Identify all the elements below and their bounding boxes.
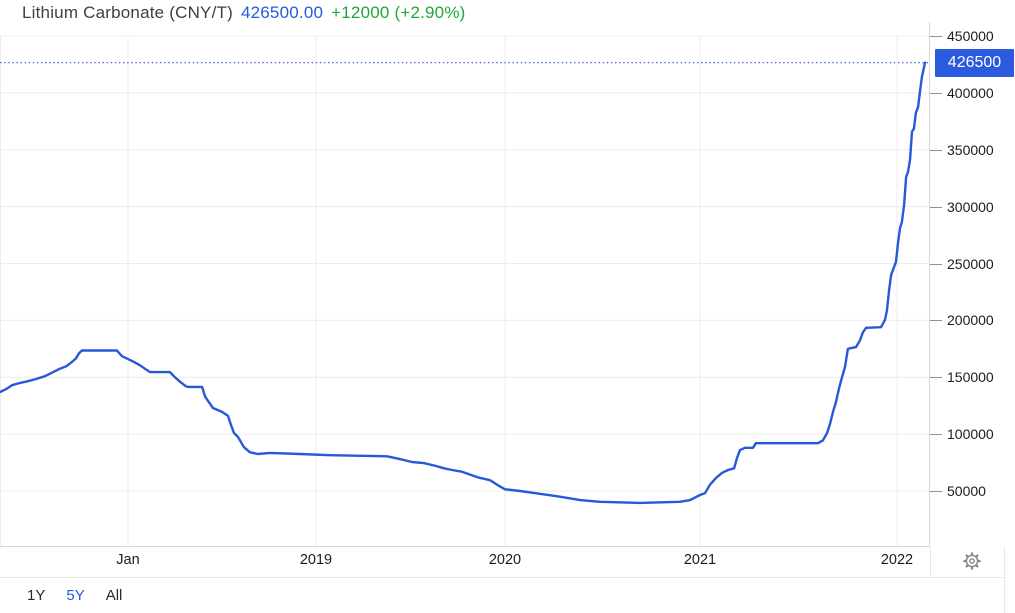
gear-icon — [963, 552, 981, 570]
y-axis-label: 50000 — [947, 483, 986, 499]
range-all-button[interactable]: All — [105, 587, 123, 604]
range-selector: 1Y 5Y All — [27, 587, 122, 604]
x-axis-label: 2022 — [880, 552, 914, 568]
x-axis-label: 2021 — [683, 552, 717, 568]
current-price-badge-label: 426500 — [947, 54, 1002, 71]
y-axis-label: 300000 — [947, 198, 994, 215]
axis-corner-tick — [930, 547, 931, 578]
current-price: 426500.00 — [240, 3, 324, 22]
y-axis-tick — [930, 491, 942, 492]
right-panel-separator — [1004, 547, 1005, 613]
bottom-separator — [0, 577, 1004, 578]
x-axis-label: 2020 — [488, 552, 522, 568]
range-1y-button[interactable]: 1Y — [27, 587, 46, 604]
y-axis-label: 200000 — [947, 312, 994, 329]
y-axis-tick — [930, 93, 942, 94]
range-5y-button[interactable]: 5Y — [66, 587, 85, 604]
y-axis-label: 450000 — [947, 28, 994, 44]
settings-button[interactable] — [961, 550, 983, 572]
x-axis-label: Jan — [116, 552, 140, 568]
y-axis-label: 400000 — [947, 84, 994, 101]
y-axis-tick — [930, 377, 942, 378]
y-axis-tick — [930, 150, 942, 151]
y-axis-tick — [930, 434, 942, 435]
current-price-badge: 426500 — [935, 49, 1014, 77]
y-axis-label: 250000 — [947, 255, 994, 272]
price-chart[interactable] — [0, 22, 930, 547]
y-axis-tick — [930, 207, 942, 208]
page-title: Lithium Carbonate (CNY/T) — [22, 3, 233, 22]
y-axis-tick — [930, 36, 942, 37]
y-axis-tick — [930, 264, 942, 265]
y-axis-label: 150000 — [947, 369, 994, 386]
y-axis-label: 100000 — [947, 426, 994, 443]
chart-header: Lithium Carbonate (CNY/T) 426500.00 +120… — [22, 3, 466, 23]
price-change: +12000 (+2.90%) — [331, 3, 466, 22]
y-axis-label: 350000 — [947, 141, 994, 158]
y-axis-tick — [930, 320, 942, 321]
x-axis-label: 2019 — [299, 552, 333, 568]
